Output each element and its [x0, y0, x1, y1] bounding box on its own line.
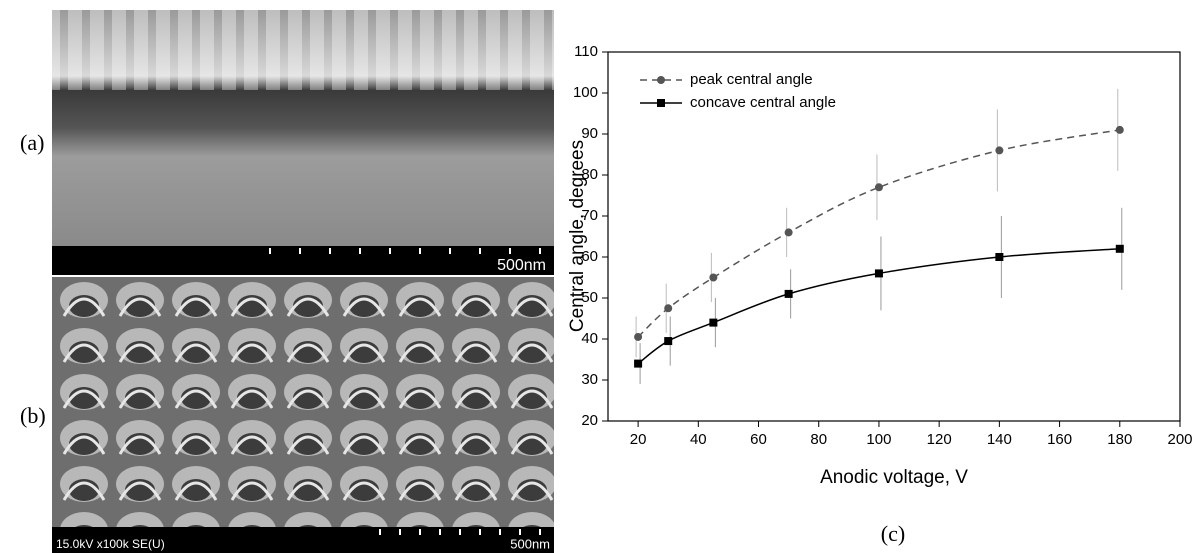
- point: [709, 273, 718, 282]
- x-tick-label: 160: [1047, 431, 1072, 448]
- x-tick-label: 180: [1107, 431, 1132, 448]
- chart-caption: (c): [881, 521, 905, 546]
- y-tick-label: 40: [581, 330, 598, 347]
- y-tick-label: 50: [581, 289, 598, 306]
- panel-label: (a): [20, 130, 44, 155]
- x-tick-label: 80: [810, 431, 827, 448]
- point: [634, 359, 643, 368]
- plot-frame: [607, 51, 1181, 422]
- scale-text: 500nm: [497, 257, 546, 274]
- x-axis-label: Anodic voltage, V: [820, 467, 968, 488]
- y-axis-label: Central angle, degrees: [567, 140, 588, 332]
- x-tick-label: 140: [987, 431, 1012, 448]
- point: [784, 228, 793, 237]
- x-tick-label: 60: [750, 431, 767, 448]
- point: [1115, 244, 1124, 253]
- point: [709, 318, 718, 327]
- info-text: 15.0kV x100k SE(U): [56, 537, 165, 551]
- point: [995, 253, 1004, 261]
- point: [784, 289, 793, 298]
- scale-bar-strip: [52, 246, 554, 275]
- y-tick-label: 80: [581, 166, 598, 183]
- y-tick-label: 90: [581, 125, 598, 142]
- scale-ticks: [269, 248, 541, 254]
- chart: 20 40 60 80 100 120 140 160 180 200 20 30 40 50 60 70 80…: [573, 43, 1193, 448]
- x-tick-label: 100: [866, 431, 891, 448]
- y-tick-label: 30: [581, 371, 598, 388]
- y-tick-label: 60: [581, 248, 598, 265]
- point: [634, 332, 643, 341]
- sem-image: [52, 277, 554, 527]
- sem-texture: [52, 10, 554, 90]
- scale-ticks: [379, 529, 541, 535]
- series-line: [637, 248, 1120, 365]
- x-tick-label: 120: [927, 431, 952, 448]
- y-tick-label: 70: [581, 207, 598, 224]
- legend-label: concave central angle: [690, 94, 836, 111]
- x-tick-label: 40: [690, 431, 707, 448]
- legend-marker: [657, 99, 665, 107]
- x-tick-label: 200: [1167, 431, 1192, 448]
- y-tick-label: 100: [573, 84, 598, 101]
- point: [995, 146, 1004, 155]
- point: [874, 269, 883, 278]
- legend-marker: [657, 76, 665, 84]
- y-tick-label: 20: [581, 412, 598, 429]
- scale-text: 500nm: [510, 536, 550, 551]
- panel-label: (b): [20, 403, 46, 428]
- point: [874, 183, 883, 192]
- point: [664, 304, 673, 313]
- scale-bar-strip: [52, 527, 554, 553]
- point: [1115, 125, 1124, 134]
- y-tick-label: 110: [574, 43, 598, 60]
- point: [664, 337, 673, 346]
- x-tick-label: 20: [630, 431, 647, 448]
- legend-label: peak central angle: [690, 71, 813, 88]
- series-line: [637, 129, 1120, 338]
